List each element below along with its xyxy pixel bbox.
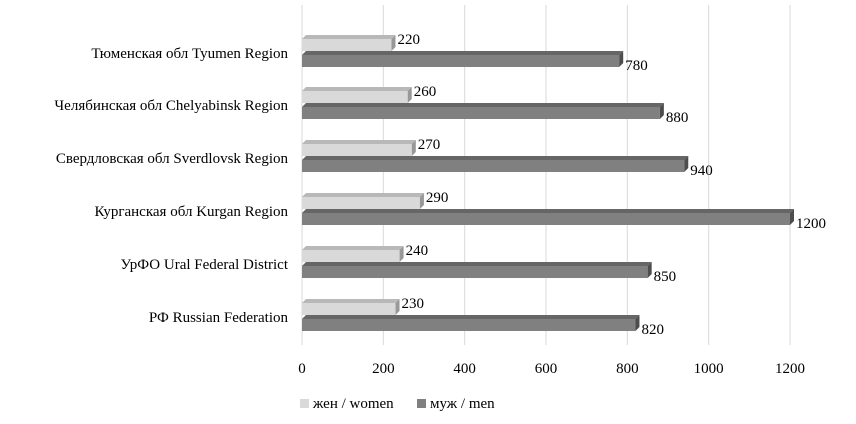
bar-women xyxy=(302,87,412,103)
x-tick-label: 1000 xyxy=(694,361,724,377)
bar-men xyxy=(302,103,664,119)
x-tick-label: 1200 xyxy=(775,361,805,377)
bar-men xyxy=(302,156,689,172)
bar-top xyxy=(302,35,396,39)
x-tick-label: 600 xyxy=(535,361,558,377)
bar-men xyxy=(302,262,652,278)
bars: 220 780 260 880 270 940 290 1200 240 850 230 820 xyxy=(302,32,826,338)
x-tick-label: 800 xyxy=(616,361,639,377)
bar-top xyxy=(302,246,404,250)
bar-top xyxy=(302,193,424,197)
bar-end xyxy=(647,262,652,278)
bar-end xyxy=(790,209,794,225)
x-tick-label: 200 xyxy=(372,361,395,377)
data-label: 1200 xyxy=(796,216,826,232)
bar-end xyxy=(411,140,416,156)
category-label: УрФО Ural Federal District xyxy=(120,257,288,273)
bar-top xyxy=(302,103,664,107)
legend-label-women: жен / women xyxy=(312,396,394,412)
bar-front xyxy=(302,303,396,315)
bar-end xyxy=(635,315,640,331)
data-label: 230 xyxy=(402,296,425,312)
legend-label-men: муж / men xyxy=(430,396,495,412)
bar-women xyxy=(302,35,396,51)
data-label: 260 xyxy=(414,84,437,100)
bar-men xyxy=(302,209,794,225)
bar-women xyxy=(302,140,416,156)
bar-top xyxy=(302,140,416,144)
bar-front xyxy=(302,266,648,278)
bar-front xyxy=(302,319,636,331)
bar-top xyxy=(302,156,689,160)
category-label: Свердловская обл Sverdlovsk Region xyxy=(56,151,289,167)
data-label: 940 xyxy=(690,163,713,179)
bar-end xyxy=(619,51,624,67)
bar-women xyxy=(302,193,424,209)
bar-front xyxy=(302,144,412,156)
data-label: 240 xyxy=(406,243,429,259)
bar-front xyxy=(302,160,685,172)
bar-women xyxy=(302,299,400,315)
category-label: Челябинская обл Chelyabinsk Region xyxy=(54,98,288,114)
bar-end xyxy=(399,246,404,262)
category-label: РФ Russian Federation xyxy=(149,310,289,326)
category-label: Курганская обл Kurgan Region xyxy=(94,204,288,220)
data-label: 880 xyxy=(666,110,689,126)
bar-front xyxy=(302,91,408,103)
data-label: 780 xyxy=(625,58,648,74)
data-label: 220 xyxy=(397,32,420,48)
bar-end xyxy=(659,103,664,119)
data-label: 270 xyxy=(418,137,441,153)
category-labels: Тюменская обл Tyumen Region Челябинская о… xyxy=(54,46,288,326)
bar-front xyxy=(302,213,790,225)
bar-top xyxy=(302,262,652,266)
bar-top xyxy=(302,299,400,303)
bar-men xyxy=(302,315,640,331)
data-label: 850 xyxy=(654,269,677,285)
bar-front xyxy=(302,197,420,209)
legend: жен / women муж / men xyxy=(300,396,495,412)
bar-end xyxy=(407,87,412,103)
bar-end xyxy=(684,156,689,172)
x-axis-ticks: 0 200 400 600 800 1000 1200 xyxy=(298,361,805,377)
bar-end xyxy=(419,193,424,209)
bar-top xyxy=(302,87,412,91)
legend-swatch-men xyxy=(417,399,426,408)
bar-front xyxy=(302,55,620,67)
x-tick-label: 400 xyxy=(453,361,476,377)
category-label: Тюменская обл Tyumen Region xyxy=(91,46,288,62)
legend-swatch-women xyxy=(300,399,309,408)
bar-front xyxy=(302,39,392,51)
x-tick-label: 0 xyxy=(298,361,306,377)
bar-top xyxy=(302,209,794,213)
bar-top xyxy=(302,315,640,319)
bar-front xyxy=(302,107,660,119)
bar-front xyxy=(302,250,400,262)
data-label: 290 xyxy=(426,190,449,206)
bar-end xyxy=(395,299,400,315)
bar-top xyxy=(302,51,624,55)
bar-women xyxy=(302,246,404,262)
data-label: 820 xyxy=(641,322,664,338)
bar-end xyxy=(391,35,396,51)
bar-men xyxy=(302,51,624,67)
